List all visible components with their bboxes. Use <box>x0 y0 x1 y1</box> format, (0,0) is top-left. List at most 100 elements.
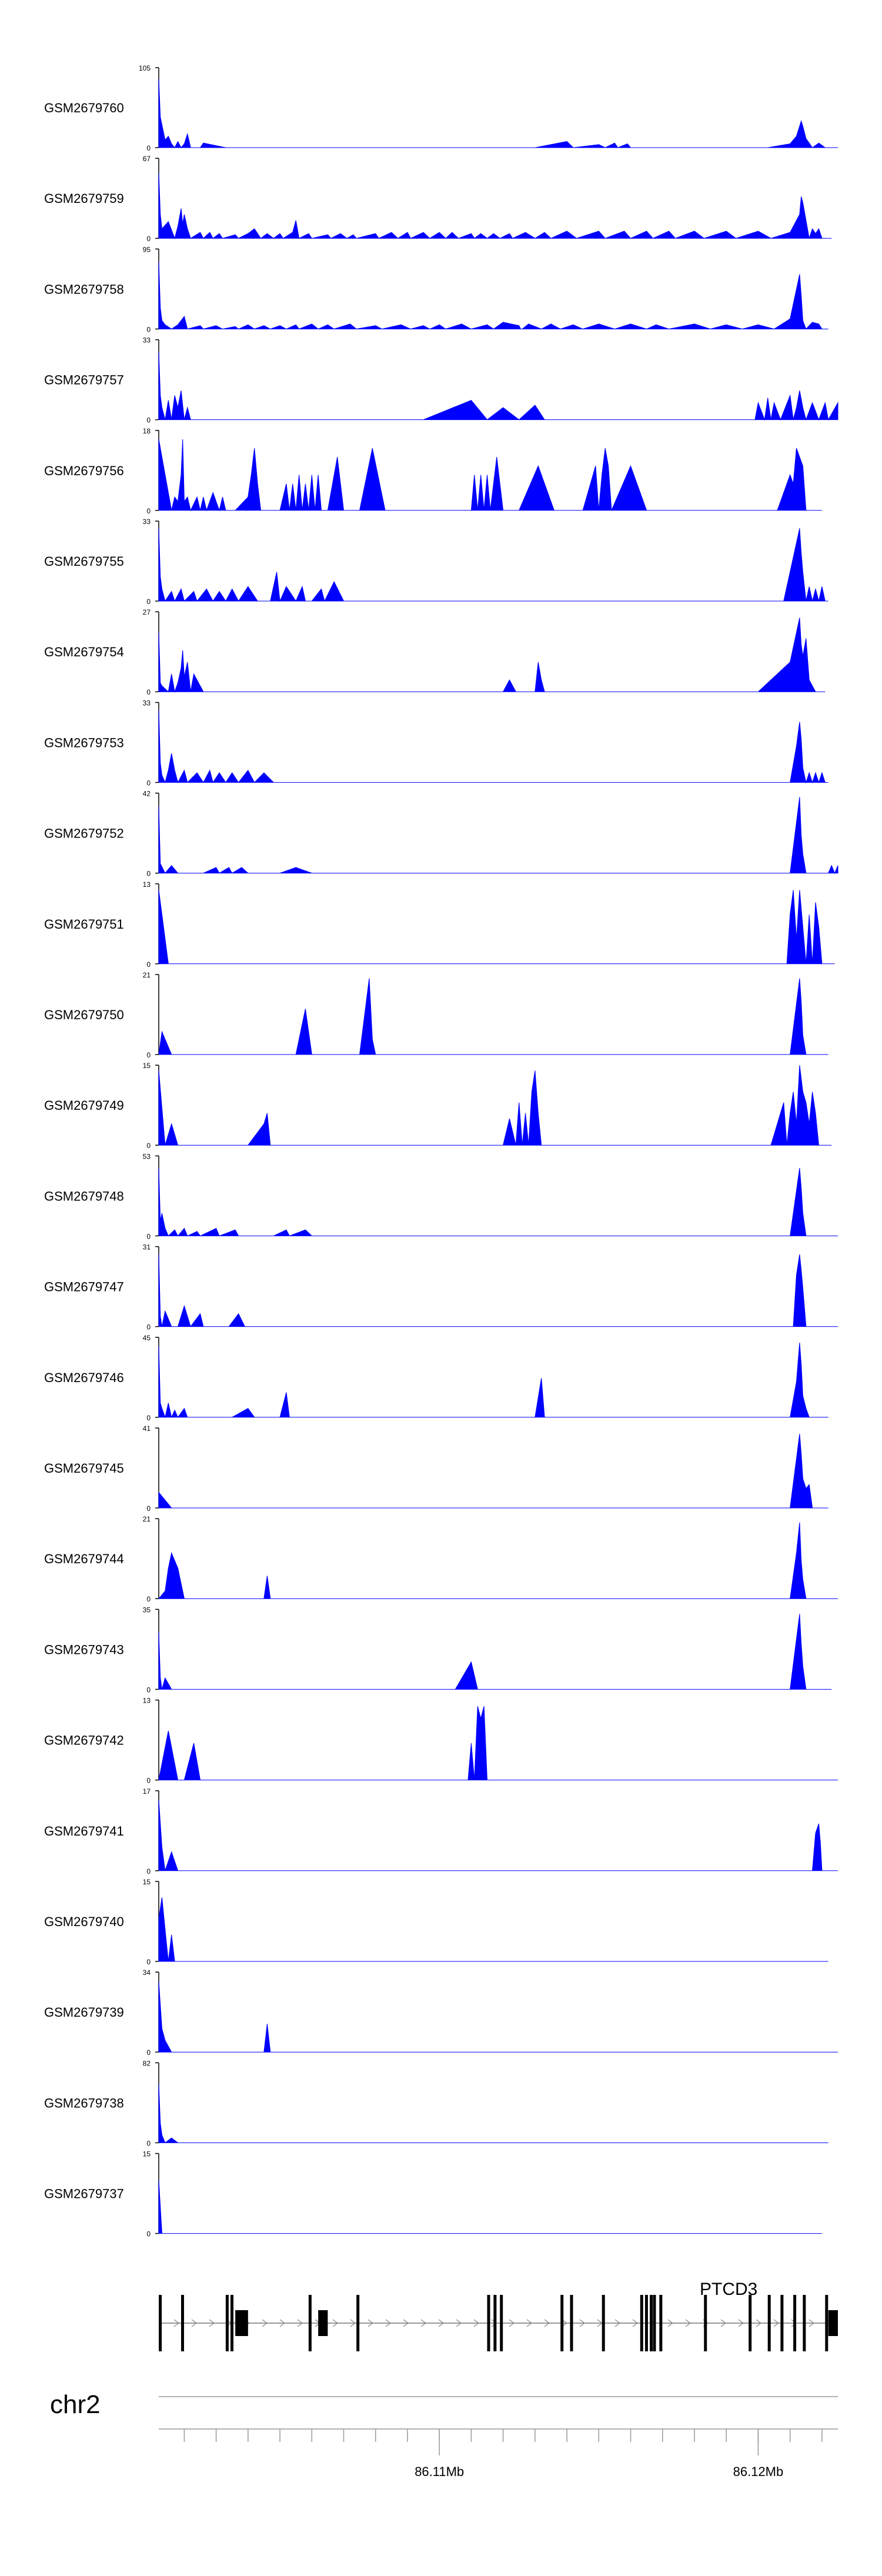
y-max-label: 67 <box>143 155 151 163</box>
sample-label: GSM2679740 <box>44 1914 124 1929</box>
y-max-label: 33 <box>143 518 151 526</box>
coverage-area <box>158 261 828 330</box>
coverage-area <box>158 1254 838 1327</box>
track-GSM2679755: GSM2679755 33 0 <box>44 518 828 606</box>
coverage-area <box>158 1800 838 1871</box>
x-tick-label: 86.11Mb <box>415 2464 464 2479</box>
track-GSM2679749: GSM2679749 15 0 <box>44 1062 832 1150</box>
coverage-area <box>158 1706 838 1781</box>
y-zero-label: 0 <box>146 1414 151 1422</box>
track-GSM2679740: GSM2679740 15 0 <box>44 1878 828 1966</box>
strand-arrow <box>297 2319 303 2327</box>
y-max-label: 35 <box>143 1606 151 1614</box>
y-zero-label: 0 <box>146 235 151 243</box>
exon <box>653 2295 656 2351</box>
sample-label: GSM2679745 <box>44 1461 124 1476</box>
exon <box>793 2295 797 2351</box>
track-GSM2679757: GSM2679757 33 0 <box>44 336 838 425</box>
exon <box>640 2295 643 2351</box>
sample-label: GSM2679741 <box>44 1824 124 1838</box>
coverage-area <box>158 1614 832 1690</box>
y-max-label: 27 <box>143 608 151 616</box>
y-max-label: 42 <box>143 790 151 798</box>
y-max-label: 95 <box>143 245 151 253</box>
gene-name-label: PTCD3 <box>700 2280 757 2299</box>
track-GSM2679744: GSM2679744 21 0 <box>44 1515 838 1603</box>
track-GSM2679754: GSM2679754 27 0 <box>44 608 826 696</box>
sample-label: GSM2679743 <box>44 1642 124 1657</box>
exon <box>803 2295 806 2351</box>
coverage-area <box>158 352 838 421</box>
strand-arrow <box>368 2319 373 2327</box>
sample-label: GSM2679737 <box>44 2187 124 2201</box>
y-max-label: 34 <box>143 1968 151 1977</box>
track-GSM2679750: GSM2679750 21 0 <box>44 971 828 1059</box>
y-zero-label: 0 <box>146 325 151 333</box>
track-GSM2679743: GSM2679743 35 0 <box>44 1606 832 1694</box>
y-zero-label: 0 <box>146 2048 151 2057</box>
strand-arrow <box>385 2319 391 2327</box>
coverage-area <box>158 439 822 512</box>
coverage-area <box>158 890 835 965</box>
sample-label: GSM2679738 <box>44 2095 124 2110</box>
exon <box>487 2295 490 2351</box>
strand-arrow <box>191 2319 197 2327</box>
strand-arrow <box>773 2319 779 2327</box>
sample-label: GSM2679744 <box>44 1551 124 1566</box>
track-GSM2679746: GSM2679746 45 0 <box>44 1334 828 1422</box>
strand-arrow <box>473 2319 479 2327</box>
strand-arrow <box>350 2319 356 2327</box>
track-GSM2679742: GSM2679742 13 0 <box>44 1697 838 1785</box>
sample-label: GSM2679752 <box>44 826 124 841</box>
strand-arrow <box>808 2319 814 2327</box>
y-zero-label: 0 <box>146 507 151 515</box>
exon <box>570 2295 573 2351</box>
track-GSM2679760: GSM2679760 105 0 <box>44 64 838 152</box>
sample-label: GSM2679739 <box>44 2005 124 2020</box>
coverage-area <box>158 978 828 1055</box>
sample-label: GSM2679758 <box>44 282 124 296</box>
chromosome-label: chr2 <box>50 2390 101 2419</box>
y-max-label: 45 <box>143 1334 151 1342</box>
strand-arrow <box>685 2319 691 2327</box>
y-zero-label: 0 <box>146 2139 151 2147</box>
y-zero-label: 0 <box>146 1323 151 1332</box>
exon <box>500 2295 503 2351</box>
exon <box>560 2295 564 2351</box>
sample-label: GSM2679748 <box>44 1189 124 1203</box>
exon <box>749 2295 752 2351</box>
y-max-label: 21 <box>143 971 151 979</box>
strand-arrow <box>526 2319 532 2327</box>
coverage-area <box>158 618 826 693</box>
y-zero-label: 0 <box>146 416 151 425</box>
sample-label: GSM2679746 <box>44 1370 124 1385</box>
coverage-area <box>158 172 832 239</box>
coverage-area <box>158 2084 828 2144</box>
genome-axis: chr2 86.11Mb 86.12Mb <box>50 2390 838 2479</box>
strand-arrow <box>614 2319 620 2327</box>
sample-label: GSM2679749 <box>44 1098 124 1113</box>
strand-arrow <box>509 2319 514 2327</box>
y-zero-label: 0 <box>146 1051 151 1059</box>
y-max-label: 15 <box>143 2150 151 2158</box>
coverage-area <box>158 528 828 602</box>
y-zero-label: 0 <box>146 1958 151 1966</box>
y-max-label: 41 <box>143 1424 151 1433</box>
strand-arrow <box>173 2319 179 2327</box>
y-max-label: 13 <box>143 880 151 889</box>
y-max-label: 105 <box>139 64 151 72</box>
coverage-area <box>158 2180 822 2234</box>
strand-arrow <box>632 2319 638 2327</box>
strand-arrow <box>562 2319 567 2327</box>
gene-track: PTCD3 <box>159 2280 838 2351</box>
exon <box>318 2310 328 2336</box>
y-max-label: 33 <box>143 336 151 345</box>
sample-label: GSM2679756 <box>44 463 124 478</box>
strand-arrow <box>738 2319 744 2327</box>
track-GSM2679753: GSM2679753 33 0 <box>44 699 828 787</box>
coverage-tracks: GSM2679760 105 0 GSM2679759 67 0 GSM2679758 95 0… <box>44 64 838 2238</box>
y-zero-label: 0 <box>146 144 151 152</box>
exon <box>225 2295 229 2351</box>
exon <box>159 2295 162 2351</box>
